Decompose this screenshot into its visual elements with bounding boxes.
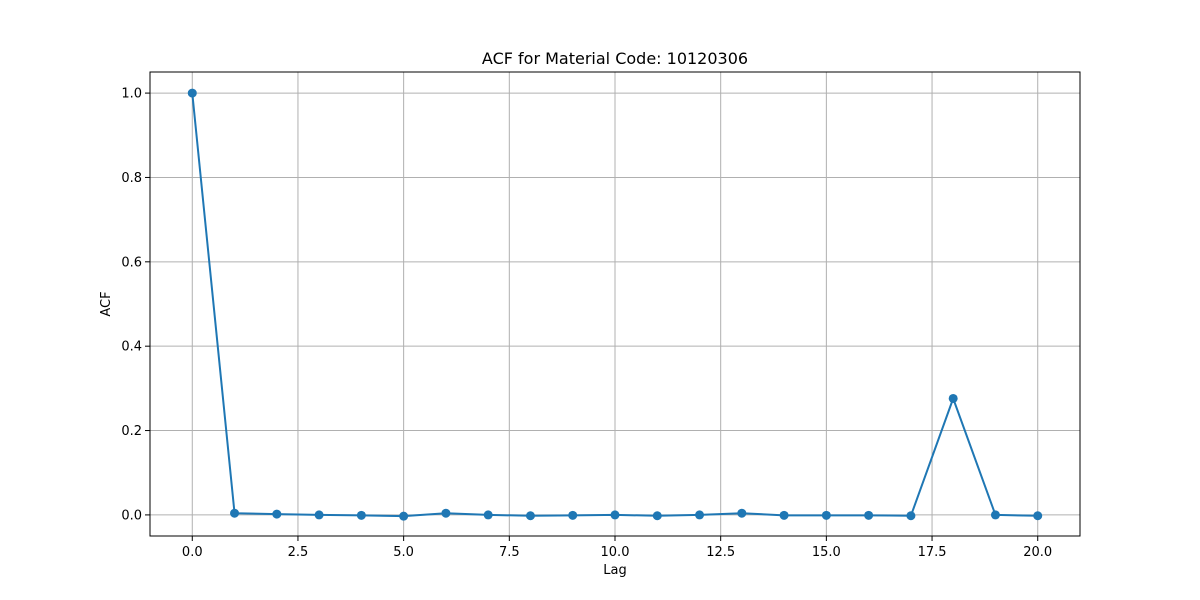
y-tick-label: 0.0 bbox=[121, 508, 142, 523]
acf-point bbox=[399, 511, 409, 521]
y-tick-label: 0.2 bbox=[121, 424, 142, 439]
x-tick-label: 5.0 bbox=[393, 545, 414, 560]
x-tick-label: 7.5 bbox=[499, 545, 520, 560]
x-tick-label: 12.5 bbox=[706, 545, 735, 560]
acf-point bbox=[821, 510, 831, 520]
plot-area-frame bbox=[149, 71, 1081, 537]
y-axis-ticks: 0.0 0.2 0.4 0.6 0.8 1.0 bbox=[121, 87, 150, 523]
grid bbox=[150, 72, 1080, 536]
y-tick-label: 1.0 bbox=[121, 87, 142, 102]
x-tick-label: 15.0 bbox=[812, 545, 841, 560]
acf-point bbox=[864, 510, 874, 520]
acf-point bbox=[314, 510, 324, 520]
y-axis-label: ACF bbox=[99, 291, 114, 316]
acf-point bbox=[948, 393, 958, 403]
acf-point bbox=[187, 88, 197, 98]
acf-point bbox=[568, 510, 578, 520]
acf-point bbox=[1033, 511, 1043, 521]
acf-point bbox=[525, 511, 535, 521]
x-axis-ticks: 0.0 2.5 5.0 7.5 10.0 12.5 15.0 17.5 20.0 bbox=[182, 536, 1052, 560]
acf-point bbox=[737, 508, 747, 518]
x-axis-label: Lag bbox=[603, 563, 626, 578]
y-tick-label: 0.4 bbox=[121, 340, 142, 355]
acf-point bbox=[230, 508, 240, 518]
acf-point bbox=[906, 511, 916, 521]
acf-point bbox=[483, 510, 493, 520]
acf-point bbox=[610, 510, 620, 520]
series-layer bbox=[187, 88, 1043, 521]
acf-point bbox=[990, 510, 1000, 520]
acf-point bbox=[356, 510, 366, 520]
x-tick-label: 17.5 bbox=[918, 545, 947, 560]
acf-point bbox=[779, 510, 789, 520]
y-tick-label: 0.6 bbox=[121, 255, 142, 270]
x-tick-label: 10.0 bbox=[601, 545, 630, 560]
chart-title: ACF for Material Code: 10120306 bbox=[482, 49, 748, 68]
y-tick-label: 0.8 bbox=[121, 171, 142, 186]
x-tick-label: 20.0 bbox=[1023, 545, 1052, 560]
acf-point bbox=[695, 510, 705, 520]
acf-point bbox=[272, 509, 282, 519]
x-tick-label: 2.5 bbox=[288, 545, 309, 560]
acf-point bbox=[652, 511, 662, 521]
acf-point bbox=[441, 508, 451, 518]
x-tick-label: 0.0 bbox=[182, 545, 203, 560]
